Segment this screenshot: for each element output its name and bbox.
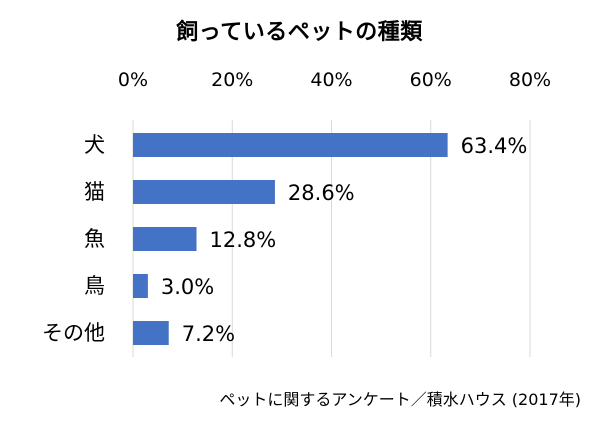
source-note: ペットに関するアンケート／積水ハウス (2017年) xyxy=(219,390,581,409)
gridlines xyxy=(132,120,531,357)
chart-title: 飼っているペットの種類 xyxy=(176,20,423,45)
bar xyxy=(133,321,169,345)
x-tick-label: 20% xyxy=(211,69,253,91)
value-label: 28.6% xyxy=(288,181,355,205)
x-tick-label: 0% xyxy=(118,69,148,91)
category-label: その他 xyxy=(42,321,105,345)
value-labels: 63.4% 28.6% 12.8% 3.0% 7.2% xyxy=(161,134,527,346)
x-tick-label: 40% xyxy=(310,69,352,91)
bar xyxy=(133,227,197,251)
value-label: 3.0% xyxy=(161,275,214,299)
x-axis-ticks: 0% 20% 40% 60% 80% xyxy=(118,69,551,91)
category-label: 猫 xyxy=(84,180,105,204)
category-label: 鳥 xyxy=(84,274,105,298)
x-tick-label: 80% xyxy=(509,69,551,91)
category-label: 犬 xyxy=(84,133,105,157)
x-tick-label: 60% xyxy=(410,69,452,91)
bar xyxy=(133,180,275,204)
bar xyxy=(133,133,448,157)
value-label: 63.4% xyxy=(461,134,528,158)
value-label: 12.8% xyxy=(210,228,277,252)
value-label: 7.2% xyxy=(182,322,235,346)
category-label: 魚 xyxy=(84,227,105,251)
bars xyxy=(133,133,448,345)
bar xyxy=(133,274,148,298)
